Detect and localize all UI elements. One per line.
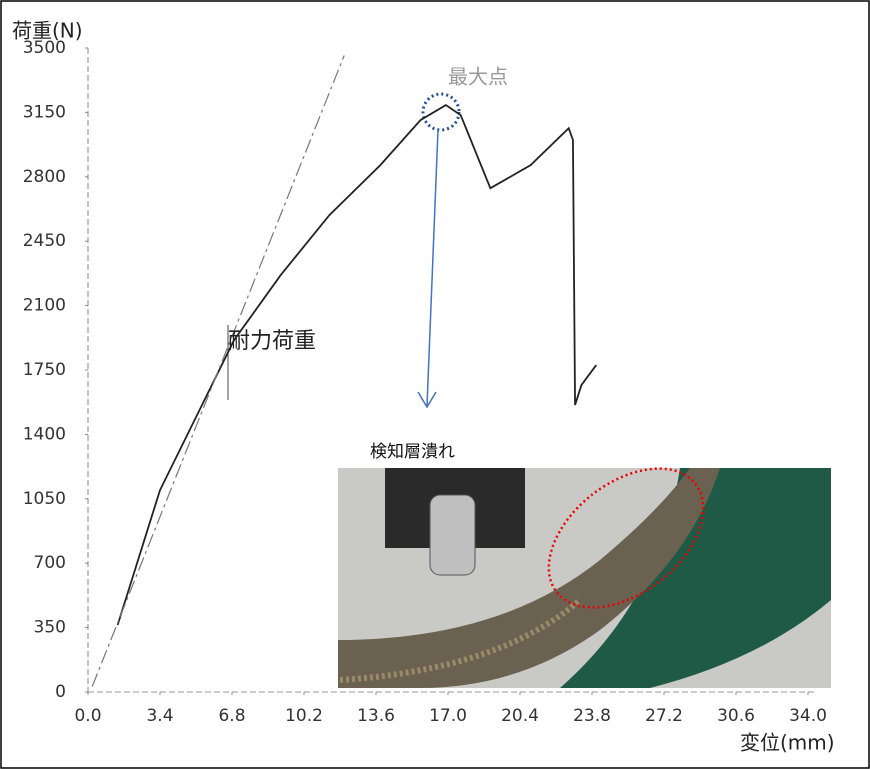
arrow-line: [426, 129, 439, 407]
x-tick-label: 10.2: [285, 706, 323, 726]
y-tick-label: 350: [34, 618, 66, 638]
x-tick-label: 30.6: [717, 706, 755, 726]
y-axis-label: 荷重(N): [12, 19, 83, 43]
x-tick-label: 17.0: [429, 706, 467, 726]
y-tick-label: 3500: [23, 38, 66, 58]
data-line: [91, 55, 345, 687]
y-tick-label: 2100: [23, 296, 66, 316]
y-tick-label: 0: [55, 682, 66, 702]
y-tick-label: 700: [34, 553, 66, 573]
x-tick-label: 34.0: [789, 706, 827, 726]
y-tick-label: 2800: [23, 167, 66, 187]
photo: [338, 467, 831, 688]
arrow-head: [417, 391, 437, 409]
photo-bolt: [429, 494, 476, 576]
data-line: [116, 103, 597, 626]
x-axis-label: 変位(mm): [740, 731, 835, 755]
photo-band-edge: [339, 597, 582, 683]
max-point-circle: [421, 92, 461, 132]
x-tick-label: 6.8: [218, 706, 245, 726]
photo-green: [560, 468, 831, 688]
y-tick-label: 1050: [23, 489, 66, 509]
x-tick-label: 20.4: [501, 706, 539, 726]
photo-band: [338, 468, 720, 688]
y-tick-label: 2450: [23, 231, 66, 251]
y-tick-label: 3150: [23, 102, 66, 122]
x-tick-label: 0.0: [74, 706, 101, 726]
x-tick-label: 23.8: [573, 706, 611, 726]
y-tick-label: 1750: [23, 360, 66, 380]
x-tick-label: 13.6: [357, 706, 395, 726]
x-tick-label: 27.2: [645, 706, 683, 726]
annotation: 検知層潰れ: [370, 442, 455, 462]
annotation: 耐力荷重: [228, 329, 316, 354]
annotation: 最大点: [448, 65, 508, 89]
highlight-ellipse: [547, 467, 705, 609]
y-tick-label: 1400: [23, 424, 66, 444]
x-tick-label: 3.4: [146, 706, 173, 726]
